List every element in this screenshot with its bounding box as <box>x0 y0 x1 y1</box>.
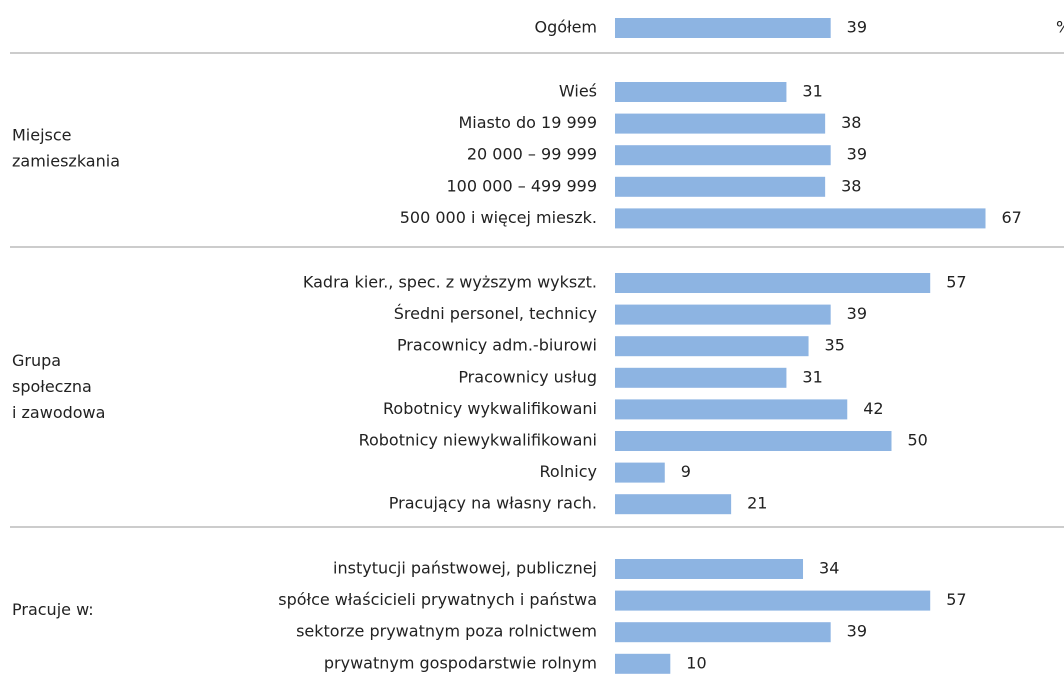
bar <box>615 559 804 579</box>
value-label: 38 <box>841 113 861 132</box>
category-label: Pracownicy adm.-biurowi <box>397 336 597 355</box>
category-label: Robotnicy wykwalifikowani <box>383 399 597 418</box>
value-label: 39 <box>847 304 867 323</box>
group-label: Miejsce <box>12 126 72 145</box>
category-label: Pracujący na własny rach. <box>389 494 597 513</box>
category-label: Rolnicy <box>540 462 597 481</box>
bar <box>615 336 809 357</box>
category-label: prywatnym gospodarstwie rolnym <box>324 653 597 672</box>
value-label: 39 <box>847 18 867 37</box>
value-label: 57 <box>946 273 966 292</box>
group-label: i zawodowa <box>12 403 105 422</box>
value-label: 10 <box>686 653 706 672</box>
value-label: 57 <box>946 590 966 609</box>
category-label: Ogółem <box>534 18 597 37</box>
value-label: 50 <box>908 431 928 450</box>
value-label: 67 <box>1002 208 1022 227</box>
bar <box>615 145 831 166</box>
value-label: 9 <box>681 462 691 481</box>
category-label: Średni personel, technicy <box>394 304 597 323</box>
value-label: 39 <box>847 145 867 164</box>
bar <box>615 367 787 388</box>
category-label: 100 000 – 499 999 <box>447 176 598 195</box>
value-label: 42 <box>863 399 883 418</box>
bar <box>615 622 831 643</box>
value-label: 38 <box>841 176 861 195</box>
value-label: 31 <box>802 367 822 386</box>
category-label: Wieś <box>559 82 597 101</box>
group-label: Grupa <box>12 351 61 370</box>
bar <box>615 113 826 134</box>
category-label: Miasto do 19 999 <box>458 113 597 132</box>
bar <box>615 494 732 515</box>
bar <box>615 82 787 102</box>
category-label: Kadra kier., spec. z wyższym wykszt. <box>303 273 597 292</box>
bar <box>615 653 671 674</box>
value-label: 34 <box>819 559 839 578</box>
group-label: społeczna <box>12 377 92 396</box>
value-label: 21 <box>747 494 767 513</box>
category-label: Robotnicy niewykwalifikowani <box>359 431 597 450</box>
bar <box>615 176 826 197</box>
bar <box>615 304 831 325</box>
category-label: 20 000 – 99 999 <box>467 145 597 164</box>
value-label: 31 <box>802 82 822 101</box>
bar <box>615 273 931 293</box>
bar <box>615 399 848 420</box>
category-label: sektorze prywatnym poza rolnictwem <box>296 622 597 641</box>
bar <box>615 18 831 38</box>
group-label: Pracuje w: <box>12 600 94 619</box>
bar <box>615 462 665 483</box>
value-label: 35 <box>825 336 845 355</box>
category-label: 500 000 i więcej mieszk. <box>400 208 597 227</box>
category-label: spółce właścicieli prywatnych i państwa <box>278 590 597 609</box>
group-label: zamieszkania <box>12 152 120 171</box>
bar <box>615 590 931 611</box>
bar <box>615 431 892 451</box>
category-label: Pracownicy usług <box>458 367 597 386</box>
category-label: instytucji państwowej, publicznej <box>333 559 597 578</box>
bar <box>615 208 986 229</box>
value-label: 39 <box>847 622 867 641</box>
unit-label: % <box>1056 18 1064 37</box>
